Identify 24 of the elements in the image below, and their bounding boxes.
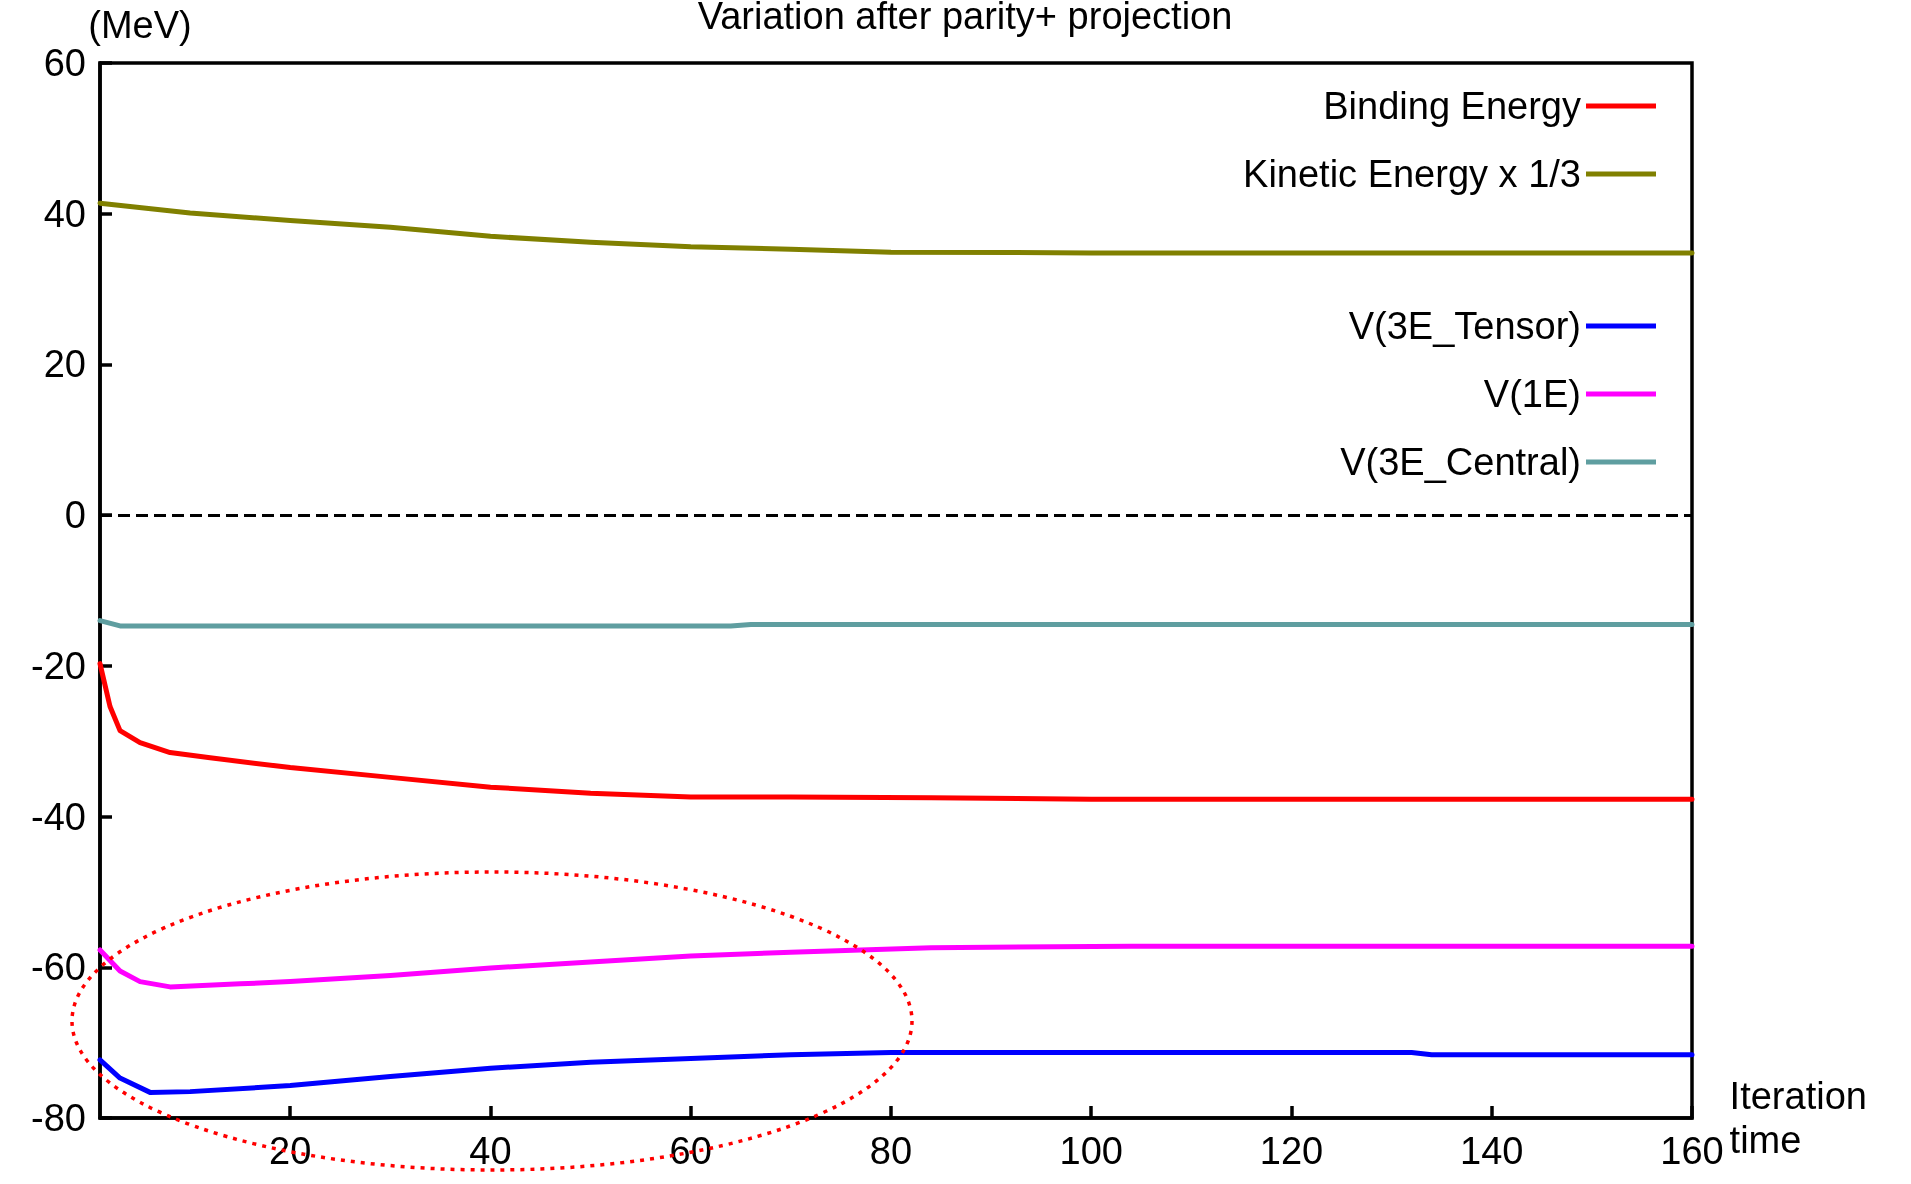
x-tick-label: 100 (1059, 1130, 1123, 1172)
legend-label: V(3E_Tensor) (1348, 305, 1581, 347)
y-tick-label: -80 (31, 1097, 86, 1139)
x-tick-label: 160 (1660, 1130, 1724, 1172)
legend-label: Binding Energy (1323, 85, 1581, 127)
x-tick-label: 60 (669, 1130, 712, 1172)
legend-label: Kinetic Energy x 1/3 (1243, 153, 1581, 195)
legend-label: V(3E_Central) (1340, 441, 1581, 483)
y-tick-label: -20 (31, 644, 86, 687)
y-tick-label: -60 (31, 946, 86, 989)
x-axis-title: Iteration time (1729, 1075, 1867, 1161)
x-tick-label: 80 (869, 1130, 913, 1172)
x-tick-label: 120 (1259, 1130, 1324, 1172)
y-tick-label: -40 (31, 795, 86, 838)
chart-title: Variation after parity+ projection (697, 0, 1233, 37)
legend-label: V(1E) (1483, 373, 1581, 415)
x-tick-label: 140 (1460, 1130, 1524, 1172)
x-tick-label: 40 (469, 1130, 512, 1172)
y-tick-label: 20 (43, 343, 86, 386)
x-tick-label: 20 (269, 1130, 312, 1172)
y-axis-title: (MeV) (88, 4, 192, 47)
y-tick-label: 0 (64, 494, 86, 537)
y-tick-label: 60 (43, 42, 86, 84)
y-tick-label: 40 (43, 192, 86, 235)
